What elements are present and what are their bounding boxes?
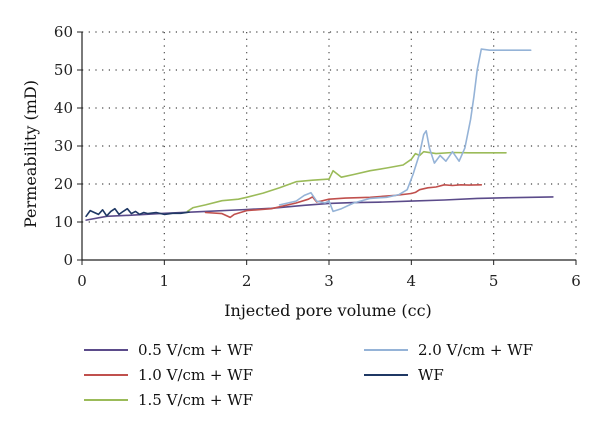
y-tick-label: 60: [54, 23, 73, 41]
legend: 0.5 V/cm + WF 1.0 V/cm + WF 1.5 V/cm + WF 2…: [84, 341, 533, 409]
legend-label-3: 2.0 V/cm + WF: [418, 341, 533, 359]
tick-labels: 0 10 20 30 40 50 60 0 1 2 3 4 5 6: [54, 23, 581, 290]
x-tick-label: 2: [242, 272, 252, 290]
y-tick-label: 30: [54, 137, 73, 155]
x-tick-label: 1: [160, 272, 170, 290]
series-layer: [85, 48, 554, 221]
x-tick-label: 6: [571, 272, 581, 290]
series-line-1: [204, 184, 483, 219]
axes-layer: [77, 31, 577, 265]
x-axis-title: Injected pore volume (cc): [224, 301, 432, 320]
x-tick-label: 3: [324, 272, 334, 290]
legend-label-0: 0.5 V/cm + WF: [138, 341, 253, 359]
y-tick-label: 0: [63, 251, 73, 269]
legend-label-4: WF: [418, 366, 444, 384]
series-line-0: [85, 196, 554, 221]
legend-label-2: 1.5 V/cm + WF: [138, 391, 253, 409]
y-axis-title: Permeability (mD): [21, 80, 40, 228]
y-tick-label: 50: [54, 61, 73, 79]
x-tick-label: 5: [489, 272, 499, 290]
x-tick-label: 4: [407, 272, 417, 290]
x-tick-label: 0: [77, 272, 87, 290]
grid-layer: [82, 31, 577, 260]
y-tick-label: 40: [54, 99, 73, 117]
y-tick-label: 10: [54, 213, 73, 231]
series-line-2: [186, 150, 507, 213]
series-line-3: [278, 48, 532, 213]
legend-label-1: 1.0 V/cm + WF: [138, 366, 253, 384]
y-tick-label: 20: [54, 175, 73, 193]
series-line-4: [85, 207, 190, 218]
